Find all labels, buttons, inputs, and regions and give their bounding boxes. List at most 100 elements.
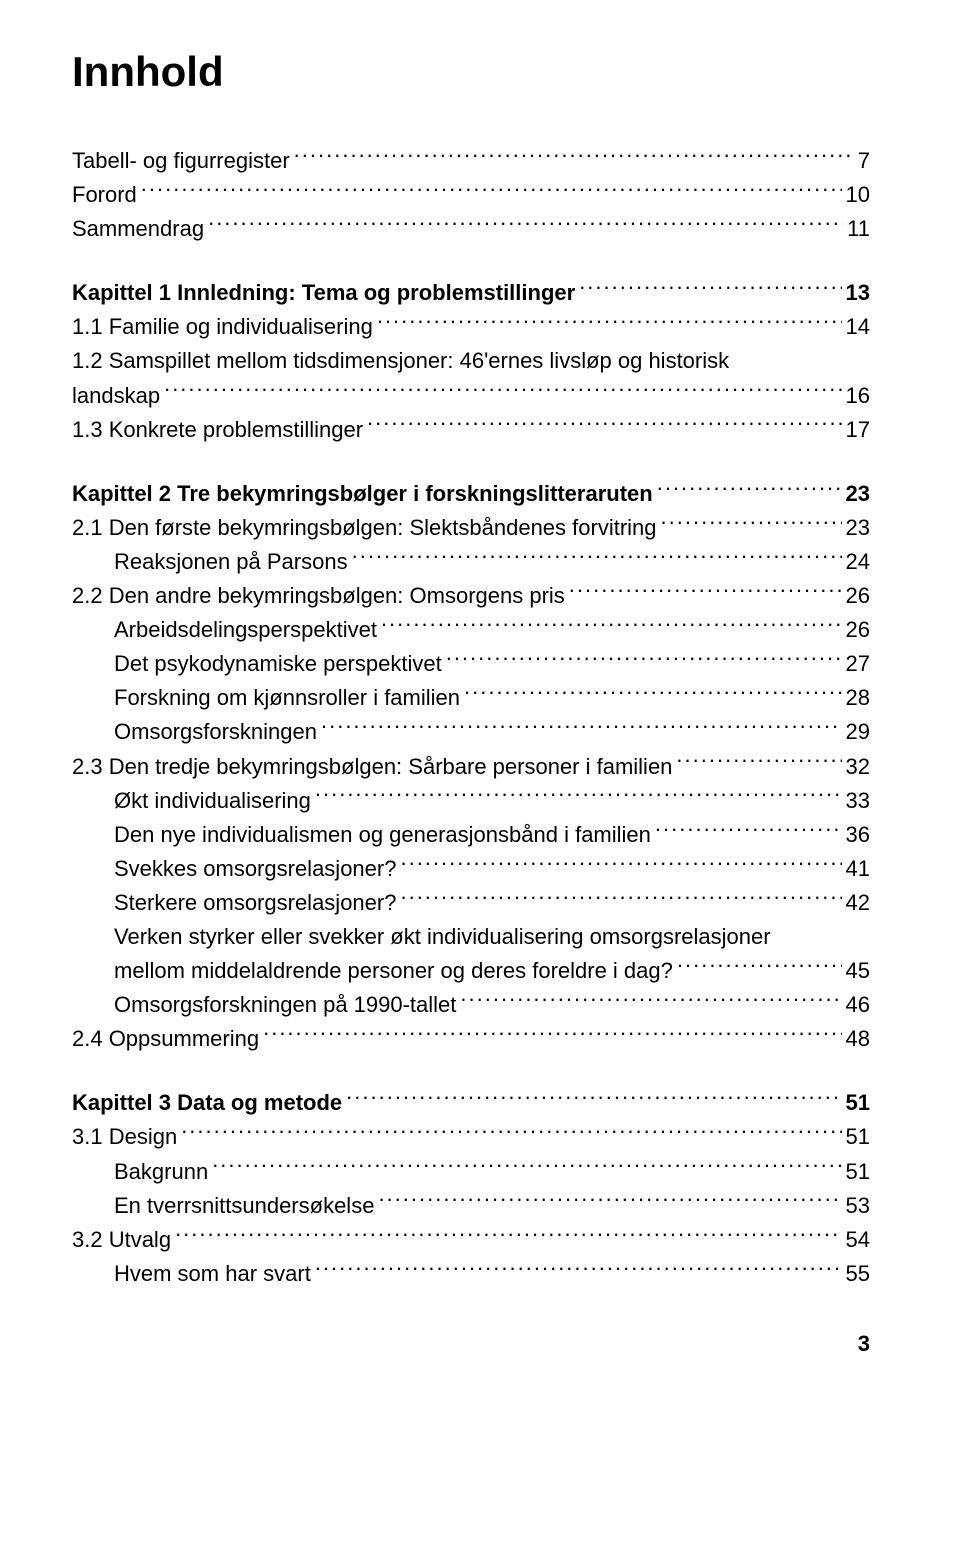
toc-label: Forskning om kjønnsroller i familien (114, 681, 460, 715)
toc-entry: Omsorgsforskningen 29 (72, 715, 870, 749)
toc-entry: Forord 10 (72, 178, 870, 212)
toc-gap (72, 1056, 870, 1086)
toc-leader-dots (181, 1122, 841, 1144)
toc-page: 14 (846, 310, 870, 344)
toc-page: 23 (846, 477, 870, 511)
toc-label: Arbeidsdelingsperspektivet (114, 613, 377, 647)
toc-label: En tverrsnittsundersøkelse (114, 1189, 374, 1223)
toc-label: Kapittel 1 Innledning: Tema og problemst… (72, 276, 575, 310)
toc-leader-dots (661, 513, 842, 535)
toc-leader-dots (294, 146, 854, 168)
toc-leader-dots (400, 888, 841, 910)
toc-label: 2.3 Den tredje bekymringsbølgen: Sårbare… (72, 750, 672, 784)
toc-entry: 2.2 Den andre bekymringsbølgen: Omsorgen… (72, 579, 870, 613)
toc-label: Tabell- og figurregister (72, 144, 290, 178)
table-of-contents: Tabell- og figurregister 7Forord 10Samme… (72, 144, 870, 1291)
toc-label: Økt individualisering (114, 784, 311, 818)
toc-leader-dots (569, 581, 842, 603)
toc-page: 27 (846, 647, 870, 681)
toc-label: Kapittel 2 Tre bekymringsbølger i forskn… (72, 477, 653, 511)
toc-label: Svekkes omsorgsrelasjoner? (114, 852, 396, 886)
toc-page: 10 (846, 178, 870, 212)
toc-label: landskap (72, 379, 160, 413)
toc-label: Det psykodynamiske perspektivet (114, 647, 442, 681)
toc-page: 23 (846, 511, 870, 545)
toc-page: 46 (846, 988, 870, 1022)
toc-leader-dots (367, 415, 841, 437)
toc-label: Omsorgsforskningen (114, 715, 317, 749)
toc-page: 7 (858, 144, 870, 178)
toc-entry: Arbeidsdelingsperspektivet 26 (72, 613, 870, 647)
toc-label: 3.1 Design (72, 1120, 177, 1154)
toc-entry: Reaksjonen på Parsons 24 (72, 545, 870, 579)
toc-leader-dots (212, 1157, 841, 1179)
page-title: Innhold (72, 48, 870, 96)
toc-page: 55 (846, 1257, 870, 1291)
toc-entry: Økt individualisering 33 (72, 784, 870, 818)
toc-leader-dots (321, 717, 842, 739)
toc-page: 42 (846, 886, 870, 920)
toc-label: 1.1 Familie og individualisering (72, 310, 373, 344)
toc-label: 2.2 Den andre bekymringsbølgen: Omsorgen… (72, 579, 565, 613)
toc-gap (72, 447, 870, 477)
toc-leader-dots (655, 820, 842, 842)
toc-entry: Verken styrker eller svekker økt individ… (72, 920, 870, 988)
toc-page: 36 (846, 818, 870, 852)
toc-leader-dots (352, 547, 842, 569)
toc-entry: 1.2 Samspillet mellom tidsdimensjoner: 4… (72, 344, 870, 412)
toc-entry: Hvem som har svart 55 (72, 1257, 870, 1291)
toc-entry: 3.1 Design 51 (72, 1120, 870, 1154)
toc-leader-dots (346, 1088, 841, 1110)
toc-entry: En tverrsnittsundersøkelse 53 (72, 1189, 870, 1223)
toc-leader-dots (460, 990, 841, 1012)
toc-label: Bakgrunn (114, 1155, 208, 1189)
toc-page: 28 (846, 681, 870, 715)
toc-entry: Den nye individualismen og generasjonsbå… (72, 818, 870, 852)
toc-label: 2.4 Oppsummering (72, 1022, 259, 1056)
toc-page: 45 (846, 954, 870, 988)
toc-entry: Sammendrag 11 (72, 212, 870, 246)
toc-page: 54 (846, 1223, 870, 1257)
toc-label: Verken styrker eller svekker økt individ… (114, 920, 870, 954)
toc-entry: 2.4 Oppsummering 48 (72, 1022, 870, 1056)
toc-entry: Omsorgsforskningen på 1990-tallet 46 (72, 988, 870, 1022)
toc-leader-dots (677, 956, 842, 978)
toc-leader-dots (315, 786, 842, 808)
toc-label: Kapittel 3 Data og metode (72, 1086, 342, 1120)
toc-leader-dots (141, 180, 842, 202)
toc-page: 51 (846, 1086, 870, 1120)
toc-leader-dots (400, 854, 841, 876)
toc-leader-dots (164, 381, 841, 403)
toc-entry: 1.1 Familie og individualisering 14 (72, 310, 870, 344)
toc-leader-dots (464, 683, 842, 705)
toc-label: Omsorgsforskningen på 1990-tallet (114, 988, 456, 1022)
toc-page: 26 (846, 579, 870, 613)
toc-page: 53 (846, 1189, 870, 1223)
toc-label: Den nye individualismen og generasjonsbå… (114, 818, 651, 852)
toc-gap (72, 246, 870, 276)
toc-leader-dots (263, 1024, 841, 1046)
toc-page: 13 (846, 276, 870, 310)
toc-page: 11 (847, 212, 870, 246)
toc-page: 33 (846, 784, 870, 818)
toc-label: Sterkere omsorgsrelasjoner? (114, 886, 396, 920)
toc-page: 24 (846, 545, 870, 579)
toc-label: Forord (72, 178, 137, 212)
toc-entry: 1.3 Konkrete problemstillinger 17 (72, 413, 870, 447)
toc-entry: Svekkes omsorgsrelasjoner? 41 (72, 852, 870, 886)
toc-leader-dots (676, 752, 841, 774)
toc-page: 41 (846, 852, 870, 886)
toc-leader-dots (657, 479, 842, 501)
toc-page: 51 (846, 1120, 870, 1154)
toc-label: 1.2 Samspillet mellom tidsdimensjoner: 4… (72, 344, 870, 378)
toc-page: 48 (846, 1022, 870, 1056)
toc-entry: Kapittel 2 Tre bekymringsbølger i forskn… (72, 477, 870, 511)
toc-page: 26 (846, 613, 870, 647)
toc-leader-dots (579, 278, 841, 300)
toc-leader-dots (381, 615, 842, 637)
toc-leader-dots (446, 649, 842, 671)
toc-leader-dots (175, 1225, 841, 1247)
toc-page: 16 (846, 379, 870, 413)
toc-page: 51 (846, 1155, 870, 1189)
toc-leader-dots (315, 1259, 842, 1281)
